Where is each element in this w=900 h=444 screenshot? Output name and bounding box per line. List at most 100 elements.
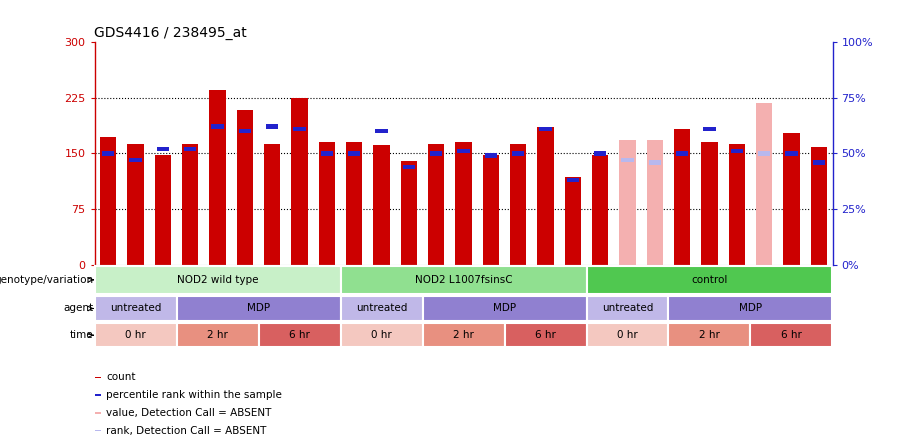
Bar bbox=[157, 147, 169, 151]
Text: 6 hr: 6 hr bbox=[536, 330, 556, 340]
Bar bbox=[400, 161, 417, 265]
Bar bbox=[701, 142, 717, 265]
Bar bbox=[94, 430, 102, 432]
Bar bbox=[455, 142, 472, 265]
Bar bbox=[130, 158, 141, 163]
FancyBboxPatch shape bbox=[587, 296, 669, 321]
FancyBboxPatch shape bbox=[422, 323, 505, 348]
Bar bbox=[237, 111, 253, 265]
Bar bbox=[155, 155, 171, 265]
Text: GDS4416 / 238495_at: GDS4416 / 238495_at bbox=[94, 26, 248, 40]
Bar bbox=[786, 151, 797, 156]
Bar bbox=[348, 151, 360, 156]
Text: count: count bbox=[106, 373, 136, 382]
Bar bbox=[320, 151, 333, 156]
Bar bbox=[402, 165, 415, 169]
Bar bbox=[457, 149, 470, 154]
Bar bbox=[374, 144, 390, 265]
Bar bbox=[482, 155, 499, 265]
Bar bbox=[94, 412, 102, 414]
FancyBboxPatch shape bbox=[176, 323, 258, 348]
Bar bbox=[649, 160, 661, 165]
Text: NOD2 L1007fsinsC: NOD2 L1007fsinsC bbox=[415, 275, 512, 285]
FancyBboxPatch shape bbox=[94, 296, 176, 321]
Text: MDP: MDP bbox=[247, 304, 270, 313]
Text: 0 hr: 0 hr bbox=[617, 330, 638, 340]
Bar bbox=[646, 140, 663, 265]
Text: genotype/variation: genotype/variation bbox=[0, 275, 93, 285]
Text: untreated: untreated bbox=[602, 304, 653, 313]
Bar bbox=[756, 103, 772, 265]
Bar bbox=[703, 127, 716, 131]
Bar bbox=[127, 144, 144, 265]
Bar bbox=[375, 129, 388, 133]
Bar bbox=[292, 98, 308, 265]
FancyBboxPatch shape bbox=[94, 266, 340, 294]
Text: 2 hr: 2 hr bbox=[453, 330, 474, 340]
Bar bbox=[564, 177, 581, 265]
Text: 6 hr: 6 hr bbox=[781, 330, 802, 340]
Bar bbox=[430, 151, 442, 156]
Bar bbox=[182, 144, 198, 265]
Text: 2 hr: 2 hr bbox=[207, 330, 228, 340]
Bar bbox=[184, 147, 196, 151]
Bar bbox=[674, 129, 690, 265]
Bar bbox=[729, 144, 745, 265]
Bar bbox=[293, 127, 306, 131]
Bar bbox=[485, 154, 497, 158]
Text: control: control bbox=[691, 275, 728, 285]
FancyBboxPatch shape bbox=[340, 323, 422, 348]
Bar bbox=[212, 124, 223, 129]
FancyBboxPatch shape bbox=[422, 296, 587, 321]
Bar bbox=[266, 124, 278, 129]
Bar bbox=[94, 377, 102, 378]
Text: 2 hr: 2 hr bbox=[699, 330, 720, 340]
Bar bbox=[811, 147, 827, 265]
Bar bbox=[594, 151, 607, 156]
Text: MDP: MDP bbox=[493, 304, 516, 313]
Bar bbox=[537, 127, 554, 265]
Bar bbox=[510, 144, 526, 265]
Text: NOD2 wild type: NOD2 wild type bbox=[176, 275, 258, 285]
Text: MDP: MDP bbox=[739, 304, 762, 313]
FancyBboxPatch shape bbox=[258, 323, 340, 348]
Bar bbox=[428, 144, 445, 265]
Text: percentile rank within the sample: percentile rank within the sample bbox=[106, 390, 283, 400]
FancyBboxPatch shape bbox=[94, 323, 176, 348]
Bar bbox=[238, 129, 251, 133]
Text: 0 hr: 0 hr bbox=[125, 330, 146, 340]
Bar bbox=[319, 142, 335, 265]
Text: 6 hr: 6 hr bbox=[289, 330, 310, 340]
Bar bbox=[676, 151, 688, 156]
FancyBboxPatch shape bbox=[340, 296, 422, 321]
FancyBboxPatch shape bbox=[176, 296, 340, 321]
Bar bbox=[619, 140, 635, 265]
Bar bbox=[567, 178, 579, 182]
Bar bbox=[592, 155, 608, 265]
FancyBboxPatch shape bbox=[587, 266, 833, 294]
FancyBboxPatch shape bbox=[340, 266, 587, 294]
FancyBboxPatch shape bbox=[669, 296, 833, 321]
Bar bbox=[783, 133, 800, 265]
Bar bbox=[100, 137, 116, 265]
Bar bbox=[621, 158, 634, 163]
Bar bbox=[346, 142, 363, 265]
Text: untreated: untreated bbox=[110, 304, 161, 313]
Text: value, Detection Call = ABSENT: value, Detection Call = ABSENT bbox=[106, 408, 272, 418]
Bar bbox=[512, 151, 525, 156]
Text: agent: agent bbox=[63, 304, 93, 313]
FancyBboxPatch shape bbox=[669, 323, 751, 348]
FancyBboxPatch shape bbox=[587, 323, 669, 348]
Bar bbox=[264, 144, 281, 265]
Bar bbox=[210, 91, 226, 265]
Bar bbox=[731, 149, 743, 154]
Bar bbox=[94, 394, 102, 396]
Text: rank, Detection Call = ABSENT: rank, Detection Call = ABSENT bbox=[106, 426, 266, 436]
Bar bbox=[813, 160, 825, 165]
Bar bbox=[102, 151, 114, 156]
Text: time: time bbox=[69, 330, 93, 340]
FancyBboxPatch shape bbox=[751, 323, 833, 348]
Bar bbox=[539, 127, 552, 131]
Text: untreated: untreated bbox=[356, 304, 407, 313]
Text: 0 hr: 0 hr bbox=[371, 330, 392, 340]
